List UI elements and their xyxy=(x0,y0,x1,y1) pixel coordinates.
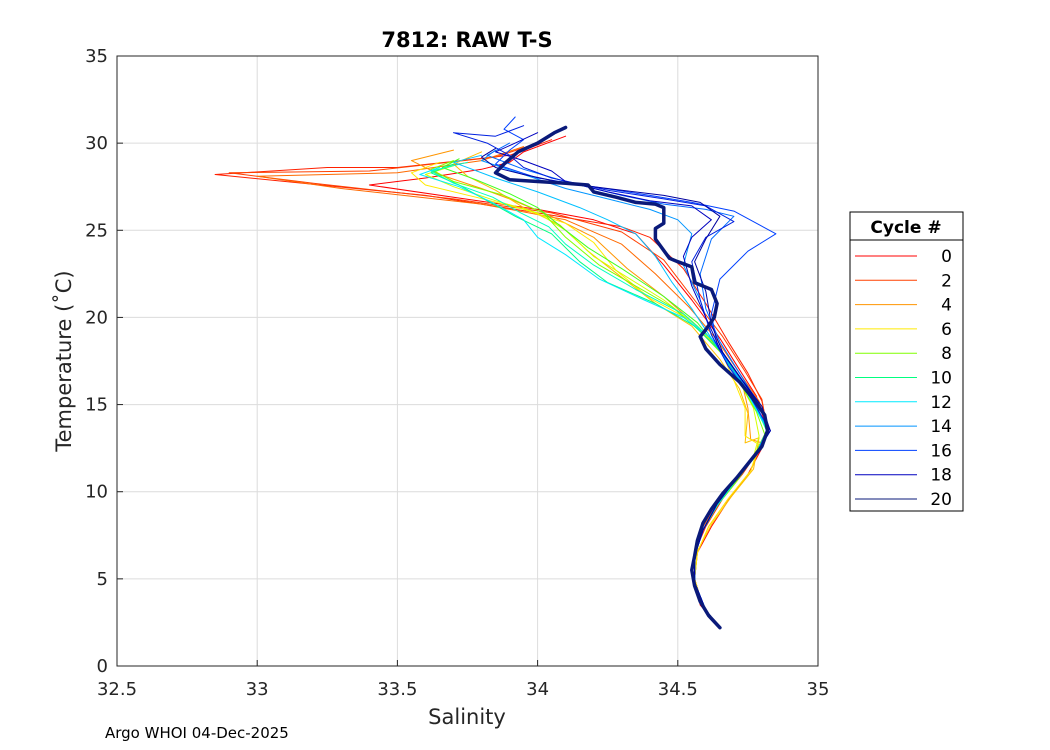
y-axis: 0 5 10 15 20 25 30 35 xyxy=(85,46,123,677)
x-tick-label: 33 xyxy=(246,679,269,700)
y-tick-label: 5 xyxy=(97,569,108,590)
legend-label: 0 xyxy=(941,247,952,267)
x-axis: 32.5 33 33.5 34 34.5 35 xyxy=(97,660,829,700)
series-line-cycle-9 xyxy=(441,158,768,629)
series-line-cycle-11 xyxy=(430,161,768,629)
series-line-cycle-6 xyxy=(410,161,760,629)
y-axis-label: Temperature (˚C) xyxy=(52,270,76,452)
series-line-cycle-20 xyxy=(493,125,770,630)
legend-title: Cycle # xyxy=(870,218,941,238)
chart-title: 7812: RAW T-S xyxy=(381,28,552,52)
grid xyxy=(116,55,819,667)
legend-label: 12 xyxy=(930,393,952,413)
series-line-cycle-12 xyxy=(419,167,768,629)
series-line-cycle-13 xyxy=(453,154,768,629)
y-tick-label: 30 xyxy=(85,133,108,154)
legend-label: 4 xyxy=(941,296,952,316)
y-tick-label: 0 xyxy=(97,656,108,677)
x-tick-label: 32.5 xyxy=(97,679,137,700)
legend-label: 14 xyxy=(930,417,952,437)
x-tick-label: 34.5 xyxy=(658,679,698,700)
series-line-cycle-2 xyxy=(228,142,768,629)
series-line-cycle-14 xyxy=(481,149,768,629)
legend-label: 10 xyxy=(930,369,952,389)
series-line-cycle-1 xyxy=(214,139,768,629)
footer-credit: Argo WHOI 04-Dec-2025 xyxy=(105,724,289,742)
legend-label: 16 xyxy=(930,441,952,461)
legend: Cycle # 0 2 4 6 8 10 12 14 16 18 20 xyxy=(849,211,964,512)
series-line-cycle-17 xyxy=(453,125,771,629)
legend-label: 8 xyxy=(941,344,952,364)
y-tick-label: 25 xyxy=(85,220,108,241)
x-tick-label: 33.5 xyxy=(377,679,417,700)
x-tick-label: 35 xyxy=(807,679,830,700)
series-line-cycle-5 xyxy=(453,151,760,629)
series-line-cycle-15 xyxy=(486,142,771,629)
plot-frame xyxy=(116,55,819,667)
legend-items: 0 2 4 6 8 10 12 14 16 18 20 xyxy=(855,247,952,510)
series-line-cycle-19 xyxy=(481,147,771,629)
x-tick-label: 34 xyxy=(526,679,549,700)
series-layer xyxy=(214,116,777,630)
y-tick-label: 35 xyxy=(85,46,108,67)
x-axis-label: Salinity xyxy=(428,705,506,729)
legend-label: 20 xyxy=(930,490,952,510)
legend-label: 2 xyxy=(941,271,952,291)
legend-label: 18 xyxy=(930,466,952,486)
legend-box xyxy=(849,211,964,512)
y-tick-label: 20 xyxy=(85,307,108,328)
y-tick-label: 15 xyxy=(85,395,108,416)
legend-label: 6 xyxy=(941,320,952,340)
series-line-cycle-3 xyxy=(256,146,768,629)
y-tick-label: 10 xyxy=(85,482,108,503)
